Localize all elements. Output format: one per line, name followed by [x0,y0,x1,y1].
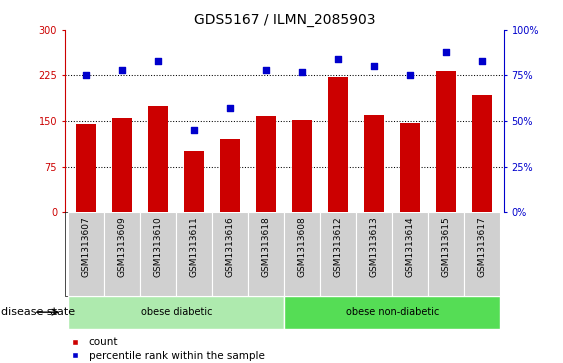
Bar [248,212,284,296]
Bar [113,118,132,212]
Bar [364,115,384,212]
Point [118,67,127,73]
Text: obese diabetic: obese diabetic [141,307,212,317]
Bar [149,106,168,212]
Point [442,49,451,54]
Bar [176,212,212,296]
Bar [221,139,240,212]
Text: GSM1313607: GSM1313607 [82,216,91,277]
Text: GSM1313609: GSM1313609 [118,216,127,277]
Bar [68,212,104,296]
Bar [328,77,348,212]
Bar [436,71,456,212]
Text: GSM1313610: GSM1313610 [154,216,163,277]
Point [334,56,343,62]
Bar [292,120,312,212]
Point [82,73,91,78]
Point [226,105,235,111]
Text: GSM1313615: GSM1313615 [442,216,451,277]
Point [370,64,379,69]
Bar [400,123,420,212]
Legend: count, percentile rank within the sample: count, percentile rank within the sample [70,337,265,361]
Bar [320,212,356,296]
Bar [284,296,501,329]
Text: GSM1313618: GSM1313618 [262,216,271,277]
Bar [140,212,176,296]
Bar [68,296,284,329]
Point [478,58,487,64]
Bar [77,124,96,212]
Point [406,73,415,78]
Text: GSM1313614: GSM1313614 [406,216,415,277]
Bar [212,212,248,296]
Text: GSM1313611: GSM1313611 [190,216,199,277]
Point [262,67,271,73]
Bar [392,212,428,296]
Bar [185,151,204,212]
Bar [428,212,464,296]
Text: disease state: disease state [1,307,75,317]
Bar [464,212,501,296]
Bar [104,212,140,296]
Text: GSM1313617: GSM1313617 [478,216,487,277]
Bar [356,212,392,296]
Point [154,58,163,64]
Point [298,69,307,75]
Title: GDS5167 / ILMN_2085903: GDS5167 / ILMN_2085903 [194,13,375,27]
Point [190,127,199,133]
Bar [256,116,276,212]
Text: GSM1313613: GSM1313613 [370,216,379,277]
Text: GSM1313616: GSM1313616 [226,216,235,277]
Text: GSM1313608: GSM1313608 [298,216,307,277]
Text: GSM1313612: GSM1313612 [334,216,343,277]
Bar [472,95,492,212]
Bar [284,212,320,296]
Text: obese non-diabetic: obese non-diabetic [346,307,439,317]
